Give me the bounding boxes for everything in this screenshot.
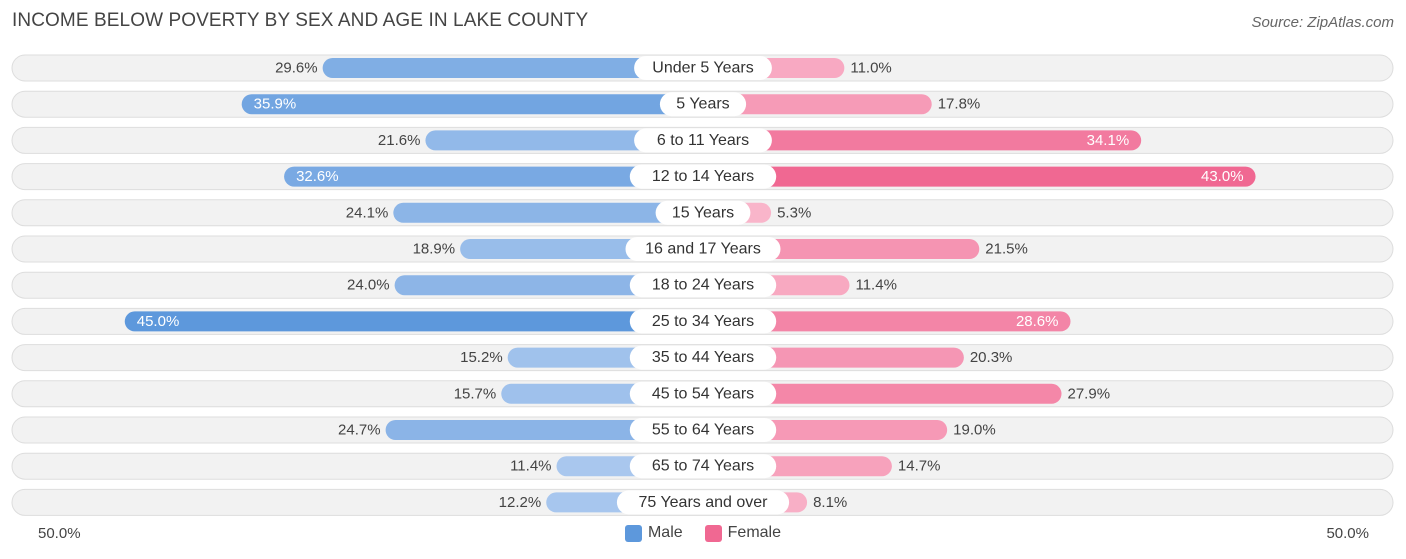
male-value-label: 15.7%	[454, 385, 497, 402]
male-value-label: 24.7%	[338, 422, 381, 439]
category-pill	[629, 381, 777, 406]
female-bar	[703, 383, 1062, 404]
male-value-label: 18.9%	[413, 241, 456, 258]
category-label: 12 to 14 Years	[652, 168, 754, 185]
female-value-label: 43.0%	[1201, 168, 1244, 185]
male-value-label: 15.2%	[460, 349, 503, 366]
male-value-label: 21.6%	[378, 132, 421, 149]
male-value-label: 35.9%	[254, 96, 297, 113]
male-value-label: 24.1%	[346, 204, 389, 221]
category-label: 45 to 54 Years	[652, 385, 754, 402]
female-value-label: 34.1%	[1087, 132, 1130, 149]
female-value-label: 11.4%	[855, 277, 896, 294]
legend-item-female[interactable]: Female	[704, 524, 782, 542]
male-value-label: 12.2%	[499, 494, 542, 511]
category-pill	[629, 273, 777, 298]
category-label: 25 to 34 Years	[652, 313, 754, 330]
category-label: 35 to 44 Years	[652, 349, 754, 366]
male-bar	[385, 420, 703, 440]
axis-right-label: 50.0%	[1326, 525, 1369, 542]
female-value-label: 27.9%	[1068, 385, 1111, 402]
category-label: 6 to 11 Years	[657, 132, 749, 149]
category-pill	[629, 418, 777, 442]
category-pill	[629, 309, 777, 334]
category-pill	[616, 490, 790, 515]
legend-swatch-female	[704, 524, 722, 542]
legend-swatch-male	[624, 524, 642, 542]
category-label: 18 to 24 Years	[652, 277, 754, 294]
category-pill	[629, 454, 777, 479]
category-label: 15 Years	[672, 204, 734, 221]
female-bar	[703, 311, 1071, 332]
chart-source: Source: ZipAtlas.com	[1251, 14, 1394, 31]
female-value-label: 28.6%	[1016, 313, 1059, 330]
female-bar	[703, 166, 1256, 187]
female-value-label: 14.7%	[898, 458, 941, 475]
male-value-label: 24.0%	[347, 277, 390, 294]
female-value-label: 20.3%	[970, 349, 1013, 366]
female-bar	[703, 130, 1142, 151]
female-value-label: 21.5%	[985, 241, 1028, 258]
male-bar	[425, 130, 703, 151]
female-value-label: 19.0%	[953, 422, 996, 439]
female-value-label: 8.1%	[813, 494, 847, 511]
category-pill	[629, 164, 777, 189]
male-value-label: 29.6%	[275, 60, 318, 77]
chart-title: INCOME BELOW POVERTY BY SEX AND AGE IN L…	[12, 10, 589, 31]
legend-item-male[interactable]: Male	[624, 524, 683, 542]
male-value-label: 45.0%	[137, 313, 180, 330]
male-bar	[284, 166, 703, 187]
category-pill	[659, 92, 747, 117]
female-bar	[703, 94, 932, 115]
category-pill	[655, 200, 751, 225]
category-label: 16 and 17 Years	[645, 241, 761, 258]
male-bar	[393, 202, 703, 223]
axis-left-label: 50.0%	[38, 525, 81, 542]
legend-label-male: Male	[647, 524, 683, 541]
legend: Male Female	[0, 524, 1406, 542]
male-value-label: 11.4%	[510, 458, 551, 475]
category-label: 5 Years	[676, 96, 729, 113]
category-label: Under 5 Years	[652, 60, 753, 77]
category-pill	[625, 237, 781, 261]
male-bar	[394, 275, 703, 296]
bar-chart: 29.6% 11.0% Under 5 Years 35.9% 17.8% 5 Years…	[11, 54, 1394, 516]
female-value-label: 11.0%	[850, 60, 891, 77]
category-pill	[634, 128, 772, 153]
category-label: 75 Years and over	[639, 494, 769, 511]
category-label: 55 to 64 Years	[652, 422, 754, 439]
category-label: 65 to 74 Years	[652, 458, 754, 475]
female-value-label: 17.8%	[938, 96, 981, 113]
category-pill	[629, 345, 777, 370]
legend-label-female: Female	[727, 524, 782, 541]
male-bar	[322, 58, 703, 78]
female-value-label: 5.3%	[777, 204, 811, 221]
male-value-label: 32.6%	[296, 168, 339, 185]
male-bar	[124, 311, 703, 332]
male-bar	[241, 94, 703, 115]
category-pill	[634, 56, 772, 80]
